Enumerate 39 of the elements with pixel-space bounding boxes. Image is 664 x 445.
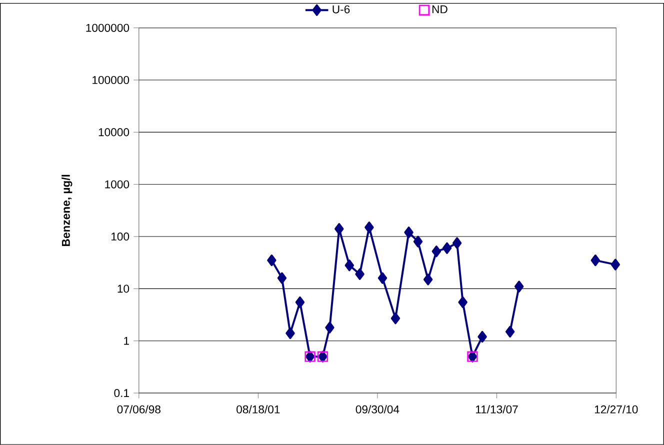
point (325, 322, 334, 334)
point (355, 268, 364, 280)
point (590, 254, 600, 266)
x-tick-label: 12/27/10 (594, 405, 638, 414)
point (505, 326, 515, 338)
point (277, 272, 287, 284)
point (413, 236, 423, 248)
y-tick-label: 1000 (105, 180, 130, 188)
point (610, 258, 620, 270)
point (344, 260, 354, 272)
point (404, 226, 414, 238)
x-tick-label: 08/18/01 (236, 405, 280, 414)
point (514, 280, 524, 292)
y-axis-title: Benzene, µg/l (62, 174, 72, 246)
point (458, 296, 468, 308)
y-tick-label: 100000 (92, 76, 130, 84)
point (334, 223, 344, 235)
point (364, 222, 374, 234)
legend-label: ND (432, 5, 448, 14)
x-tick-label: 07/06/98 (117, 405, 160, 414)
y-tick-label: 0.1 (114, 389, 129, 398)
point (295, 296, 305, 308)
x-tick-label: 11/13/07 (476, 405, 518, 414)
y-tick-label: 10 (118, 284, 130, 293)
point (378, 272, 388, 284)
y-tick-label: 100 (111, 232, 130, 241)
point (432, 246, 442, 258)
y-tick-label: 1000000 (86, 24, 130, 32)
x-tick-label: 09/30/04 (356, 405, 400, 414)
y-tick-label: 1 (124, 337, 129, 345)
point (267, 254, 276, 266)
point (390, 312, 400, 324)
point (478, 330, 487, 343)
y-tick-label: 10000 (98, 128, 130, 136)
point (423, 274, 433, 286)
point (442, 242, 452, 254)
point (452, 237, 462, 249)
legend-label: U-6 (332, 5, 350, 14)
point (286, 327, 295, 340)
